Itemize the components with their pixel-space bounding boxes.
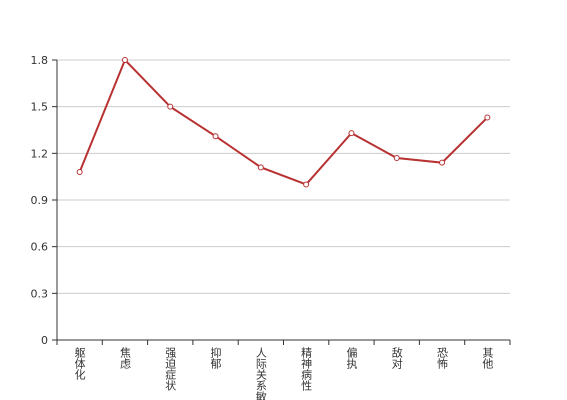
point [439, 159, 446, 166]
x-tick-label: 人际关系敏感 [254, 347, 267, 400]
y-tick-label: 0 [41, 334, 48, 347]
point [303, 181, 310, 188]
x-tick-label: 其他 [481, 347, 494, 369]
x-tick-label: 偏执 [345, 346, 358, 370]
y-tick-label: 1.8 [31, 54, 49, 67]
y-tick-label: 1.5 [31, 101, 49, 114]
x-tick-label: 焦虑 [118, 347, 131, 369]
x-tick-label: 抑郁 [209, 346, 222, 369]
y-tick-label: 0.9 [31, 194, 49, 207]
x-tick-label: 敌对 [390, 346, 403, 369]
point [257, 164, 264, 171]
y-tick-label: 0.3 [31, 287, 49, 300]
point [76, 169, 83, 175]
x-tick-label: 恐怖 [436, 347, 449, 369]
point [484, 114, 491, 121]
line [78, 58, 489, 186]
y-tick-label: 1.2 [31, 147, 49, 160]
point [212, 133, 219, 140]
x-tick-label: 躯体化 [73, 347, 86, 381]
point [167, 103, 174, 110]
point [348, 130, 355, 137]
point [121, 57, 128, 63]
x-tick-label: 精神病性 [300, 347, 313, 392]
x-tick-label: 强迫症状 [164, 347, 177, 391]
point [393, 155, 400, 161]
y-tick-label: 0.6 [31, 241, 49, 254]
